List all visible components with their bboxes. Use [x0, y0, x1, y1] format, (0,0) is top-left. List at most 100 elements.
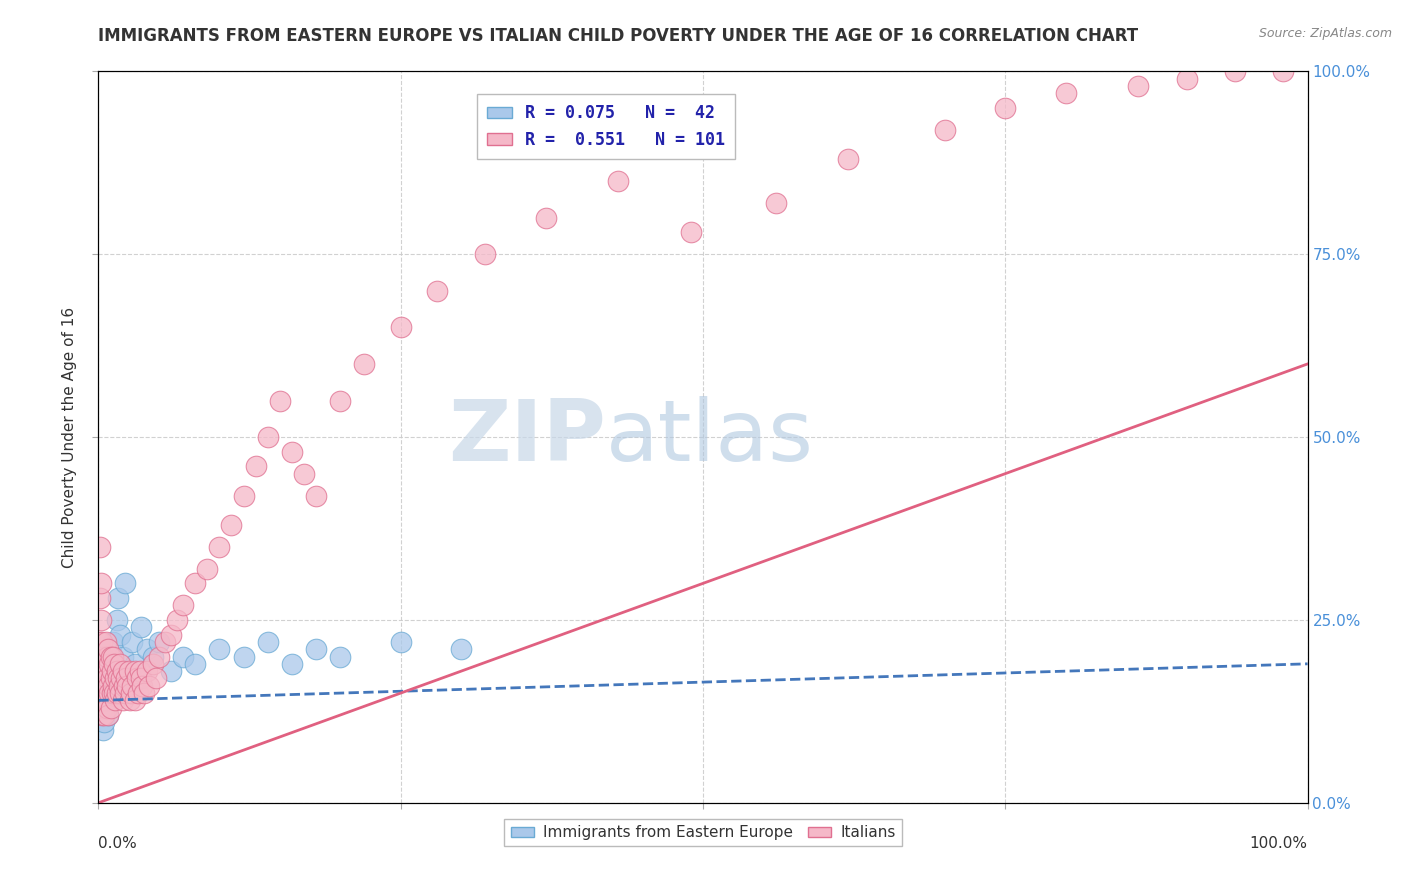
Point [128, 664, 150, 678]
Point [103, 686, 125, 700]
Point [389, 635, 412, 649]
Point [166, 613, 188, 627]
Point [89, 591, 111, 605]
Text: ZIP: ZIP [449, 395, 606, 479]
Point [103, 657, 125, 671]
Point [91, 693, 114, 707]
Point [153, 635, 176, 649]
Point [281, 657, 304, 671]
Point [100, 686, 122, 700]
Point [93, 715, 115, 730]
Point [145, 672, 167, 686]
Point [90, 686, 112, 700]
Point [96, 686, 118, 700]
Point [135, 664, 157, 678]
Point [124, 657, 146, 671]
Point [607, 174, 630, 188]
Point [91, 693, 114, 707]
Text: Source: ZipAtlas.com: Source: ZipAtlas.com [1258, 27, 1392, 40]
Point [111, 693, 134, 707]
Point [105, 613, 128, 627]
Point [474, 247, 496, 261]
Point [104, 672, 127, 686]
Point [100, 672, 122, 686]
Point [1175, 71, 1198, 86]
Point [134, 686, 156, 700]
Point [94, 700, 117, 714]
Point [101, 649, 124, 664]
Point [450, 642, 472, 657]
Point [91, 708, 114, 723]
Point [127, 686, 149, 700]
Point [142, 649, 165, 664]
Point [91, 649, 114, 664]
Point [100, 700, 122, 714]
Point [245, 459, 267, 474]
Point [96, 672, 118, 686]
Point [184, 576, 207, 591]
Point [107, 591, 129, 605]
Point [111, 649, 134, 664]
Point [172, 599, 194, 613]
Point [160, 664, 183, 678]
Point [281, 444, 304, 458]
Point [184, 657, 207, 671]
Point [108, 679, 131, 693]
Point [305, 489, 328, 503]
Point [195, 562, 218, 576]
Point [389, 320, 412, 334]
Point [679, 225, 702, 239]
Point [329, 649, 352, 664]
Point [91, 708, 114, 723]
Point [269, 393, 291, 408]
Point [208, 540, 231, 554]
Point [934, 123, 956, 137]
Point [97, 708, 120, 723]
Point [111, 664, 134, 678]
Point [108, 657, 131, 671]
Point [97, 708, 120, 723]
Point [101, 679, 124, 693]
Point [305, 642, 328, 657]
Point [107, 672, 129, 686]
Point [93, 657, 115, 671]
Point [105, 664, 128, 678]
Point [91, 664, 114, 678]
Y-axis label: Child Poverty Under the Age of 16: Child Poverty Under the Age of 16 [62, 307, 77, 567]
Point [89, 686, 111, 700]
Point [115, 672, 138, 686]
Point [292, 467, 315, 481]
Point [142, 657, 165, 671]
Point [232, 649, 254, 664]
Point [124, 664, 146, 678]
Point [221, 517, 243, 532]
Point [127, 672, 149, 686]
Point [129, 620, 152, 634]
Point [94, 635, 117, 649]
Point [98, 686, 121, 700]
Point [131, 679, 153, 693]
Point [94, 693, 117, 707]
Point [129, 672, 152, 686]
Point [118, 693, 141, 707]
Point [124, 693, 146, 707]
Point [114, 576, 136, 591]
Point [100, 664, 122, 678]
Point [89, 540, 111, 554]
Point [91, 672, 114, 686]
Point [104, 693, 127, 707]
Point [135, 642, 157, 657]
Point [91, 723, 114, 737]
Text: 100.0%: 100.0% [1250, 836, 1308, 851]
Point [101, 635, 124, 649]
Point [108, 627, 131, 641]
Point [534, 211, 557, 225]
Point [93, 679, 115, 693]
Point [89, 635, 111, 649]
Point [110, 672, 132, 686]
Point [100, 664, 122, 678]
Point [93, 708, 115, 723]
Point [98, 679, 121, 693]
Point [1272, 64, 1295, 78]
Point [112, 679, 135, 693]
